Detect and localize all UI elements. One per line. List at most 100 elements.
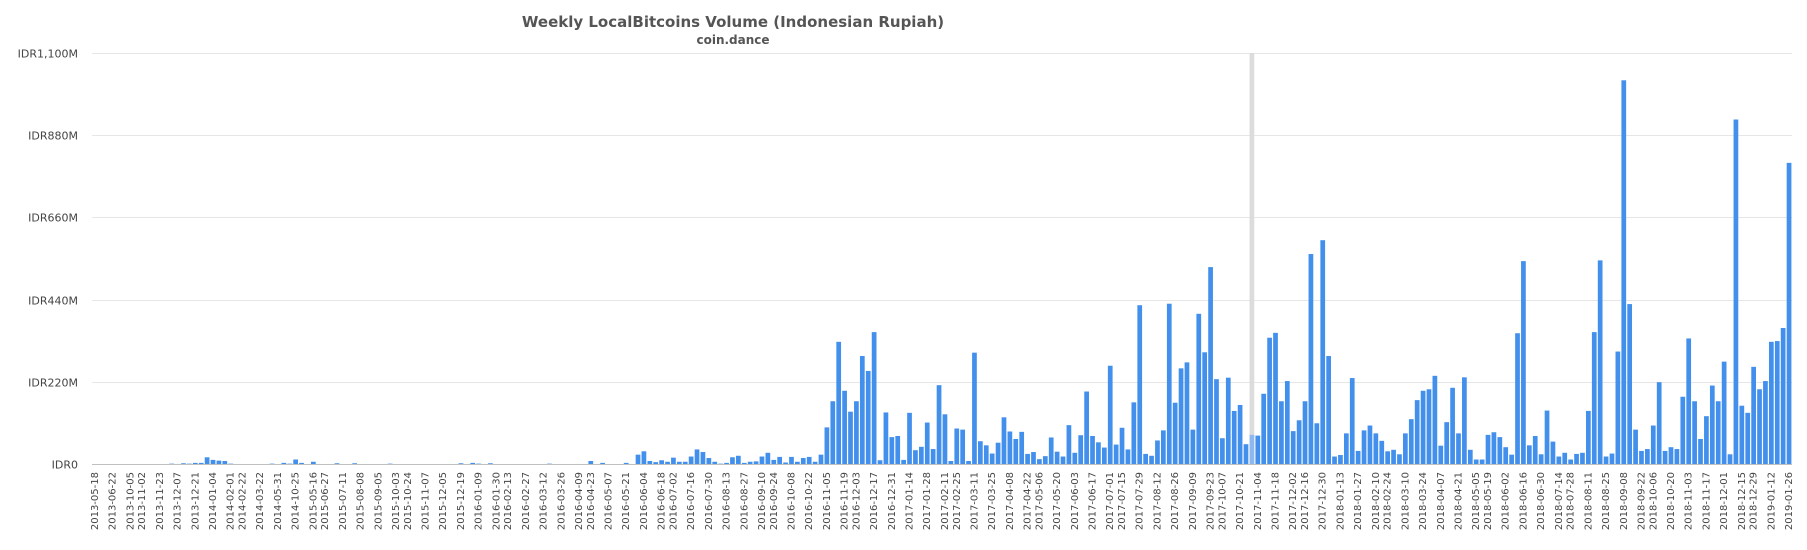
bar[interactable]	[1780, 328, 1786, 464]
bar[interactable]	[1190, 429, 1196, 464]
bar[interactable]	[771, 459, 777, 464]
bar[interactable]	[706, 458, 712, 464]
bar[interactable]	[1621, 80, 1627, 464]
bar[interactable]	[1343, 433, 1349, 464]
bar[interactable]	[1284, 381, 1290, 464]
bar[interactable]	[1627, 304, 1633, 464]
bar[interactable]	[1503, 447, 1509, 464]
bar[interactable]	[1273, 332, 1278, 464]
bar[interactable]	[789, 456, 794, 464]
bar[interactable]	[830, 401, 836, 464]
bar[interactable]	[824, 427, 830, 464]
bar[interactable]	[1444, 422, 1450, 464]
bar[interactable]	[1137, 305, 1143, 464]
bar[interactable]	[694, 449, 700, 464]
bar[interactable]	[1680, 396, 1686, 464]
bar[interactable]	[842, 390, 847, 464]
bar[interactable]	[1361, 430, 1367, 464]
bar[interactable]	[918, 446, 924, 464]
bar[interactable]	[1408, 419, 1414, 464]
bar[interactable]	[299, 462, 304, 464]
bar[interactable]	[1143, 453, 1148, 464]
bar[interactable]	[1768, 341, 1774, 464]
bar[interactable]	[682, 461, 688, 464]
bar[interactable]	[688, 456, 694, 464]
bar[interactable]	[1574, 453, 1579, 464]
bar[interactable]	[1113, 444, 1119, 464]
bar[interactable]	[1184, 362, 1190, 464]
bar[interactable]	[1326, 356, 1331, 464]
bar[interactable]	[936, 385, 942, 464]
bar[interactable]	[1668, 447, 1674, 464]
bar[interactable]	[895, 435, 901, 464]
bar[interactable]	[1332, 456, 1337, 464]
bar[interactable]	[777, 456, 783, 464]
bar[interactable]	[1013, 438, 1019, 464]
bar[interactable]	[1715, 401, 1721, 464]
bar[interactable]	[1308, 254, 1314, 464]
bar[interactable]	[1060, 456, 1066, 464]
bar[interactable]	[181, 463, 186, 464]
bar[interactable]	[1149, 455, 1154, 464]
bar[interactable]	[1214, 379, 1219, 464]
bar[interactable]	[1721, 361, 1727, 464]
bar[interactable]	[192, 462, 198, 464]
bar[interactable]	[1007, 431, 1013, 464]
bar[interactable]	[1491, 432, 1497, 464]
bar[interactable]	[1467, 449, 1473, 464]
bar[interactable]	[1662, 450, 1668, 464]
bar[interactable]	[1379, 440, 1385, 464]
bar[interactable]	[641, 451, 647, 464]
bar[interactable]	[1279, 401, 1284, 464]
bar[interactable]	[1462, 377, 1467, 464]
bar[interactable]	[293, 459, 298, 464]
bar[interactable]	[730, 457, 735, 464]
bar[interactable]	[930, 449, 936, 464]
bar[interactable]	[334, 463, 340, 464]
bar[interactable]	[1125, 449, 1131, 464]
bar[interactable]	[1485, 434, 1491, 464]
bar[interactable]	[1603, 456, 1609, 464]
bar[interactable]	[983, 445, 989, 464]
bar[interactable]	[865, 370, 871, 464]
bar[interactable]	[1391, 449, 1396, 464]
bar[interactable]	[1538, 454, 1544, 464]
bar[interactable]	[1296, 420, 1302, 464]
bar[interactable]	[671, 457, 676, 464]
bar[interactable]	[907, 412, 912, 464]
bar[interactable]	[1497, 437, 1503, 464]
bar[interactable]	[753, 461, 759, 464]
bar[interactable]	[204, 457, 210, 464]
bar[interactable]	[623, 462, 629, 464]
bar[interactable]	[1338, 455, 1343, 464]
bar[interactable]	[1426, 389, 1432, 464]
bar[interactable]	[1698, 438, 1703, 464]
bar[interactable]	[1562, 452, 1568, 464]
bar[interactable]	[1656, 382, 1662, 464]
bar[interactable]	[1172, 402, 1178, 464]
bar[interactable]	[1674, 449, 1680, 464]
bar[interactable]	[210, 459, 216, 464]
bar[interactable]	[1290, 431, 1296, 464]
bar[interactable]	[966, 461, 971, 464]
bar[interactable]	[1550, 441, 1556, 464]
bar[interactable]	[1243, 444, 1249, 464]
bar[interactable]	[1727, 454, 1733, 464]
bar[interactable]	[948, 461, 954, 464]
bar[interactable]	[1225, 377, 1231, 464]
bar[interactable]	[942, 414, 948, 464]
bar[interactable]	[1107, 365, 1113, 464]
bar[interactable]	[759, 456, 765, 464]
bar[interactable]	[653, 462, 659, 464]
bar[interactable]	[1025, 453, 1030, 464]
bar[interactable]	[1196, 313, 1202, 464]
bar[interactable]	[1208, 267, 1213, 464]
bar[interactable]	[1509, 454, 1514, 464]
bar[interactable]	[883, 412, 889, 464]
bar[interactable]	[1302, 401, 1308, 464]
bar[interactable]	[1320, 240, 1326, 464]
bar[interactable]	[1131, 402, 1137, 464]
bar[interactable]	[954, 428, 960, 465]
bar[interactable]	[1568, 459, 1573, 464]
bar[interactable]	[978, 441, 983, 464]
